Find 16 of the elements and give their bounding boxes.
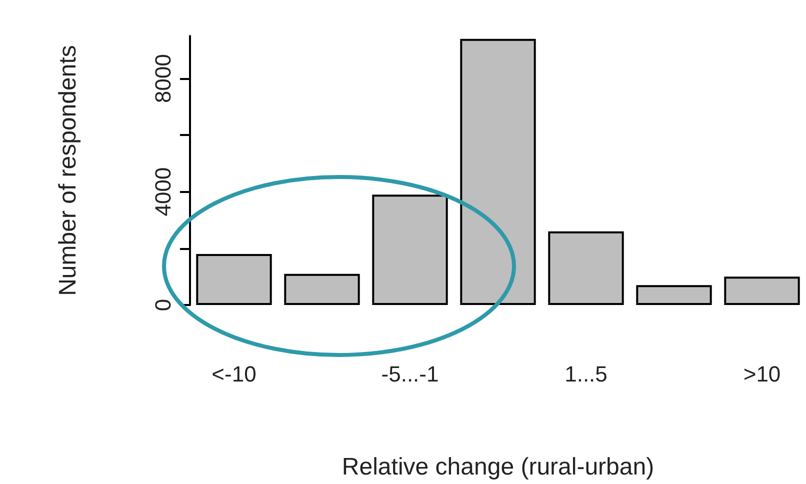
bar xyxy=(460,38,536,305)
x-tick-label: <-10 xyxy=(212,362,256,386)
bar xyxy=(724,276,800,305)
bar xyxy=(548,231,624,305)
y-tick-label: 4000 xyxy=(150,167,176,216)
x-tick-label: >10 xyxy=(743,362,781,386)
y-tick-label: 0 xyxy=(150,298,176,312)
x-tick-label: -5...-1 xyxy=(381,362,439,386)
y-tick-label: 8000 xyxy=(150,54,176,103)
bar xyxy=(284,274,360,305)
x-tick-label: 1...5 xyxy=(564,362,608,386)
bar xyxy=(196,254,272,305)
bar xyxy=(636,285,712,305)
x-axis-title: Relative change (rural-urban) xyxy=(342,454,654,480)
bar xyxy=(372,194,448,305)
y-axis-title: Number of respondents xyxy=(54,45,82,296)
